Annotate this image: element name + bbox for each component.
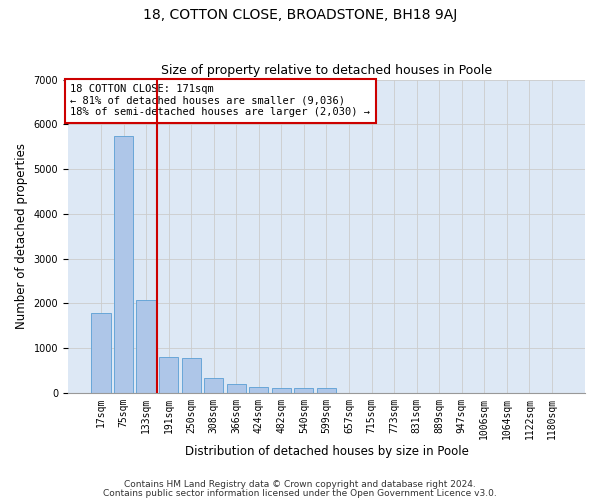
- Bar: [136, 300, 155, 393]
- Text: 18 COTTON CLOSE: 171sqm
← 81% of detached houses are smaller (9,036)
18% of semi: 18 COTTON CLOSE: 171sqm ← 81% of detache…: [70, 84, 370, 117]
- Bar: [204, 378, 223, 393]
- Bar: [295, 388, 313, 393]
- Bar: [317, 388, 336, 393]
- Bar: [91, 314, 110, 393]
- Bar: [182, 358, 201, 393]
- Text: 18, COTTON CLOSE, BROADSTONE, BH18 9AJ: 18, COTTON CLOSE, BROADSTONE, BH18 9AJ: [143, 8, 457, 22]
- Text: Contains HM Land Registry data © Crown copyright and database right 2024.: Contains HM Land Registry data © Crown c…: [124, 480, 476, 489]
- Bar: [114, 136, 133, 393]
- Bar: [272, 388, 291, 393]
- Text: Contains public sector information licensed under the Open Government Licence v3: Contains public sector information licen…: [103, 488, 497, 498]
- Title: Size of property relative to detached houses in Poole: Size of property relative to detached ho…: [161, 64, 492, 77]
- Bar: [159, 357, 178, 393]
- Bar: [249, 388, 268, 393]
- Y-axis label: Number of detached properties: Number of detached properties: [15, 144, 28, 330]
- Bar: [227, 384, 246, 393]
- X-axis label: Distribution of detached houses by size in Poole: Distribution of detached houses by size …: [185, 444, 469, 458]
